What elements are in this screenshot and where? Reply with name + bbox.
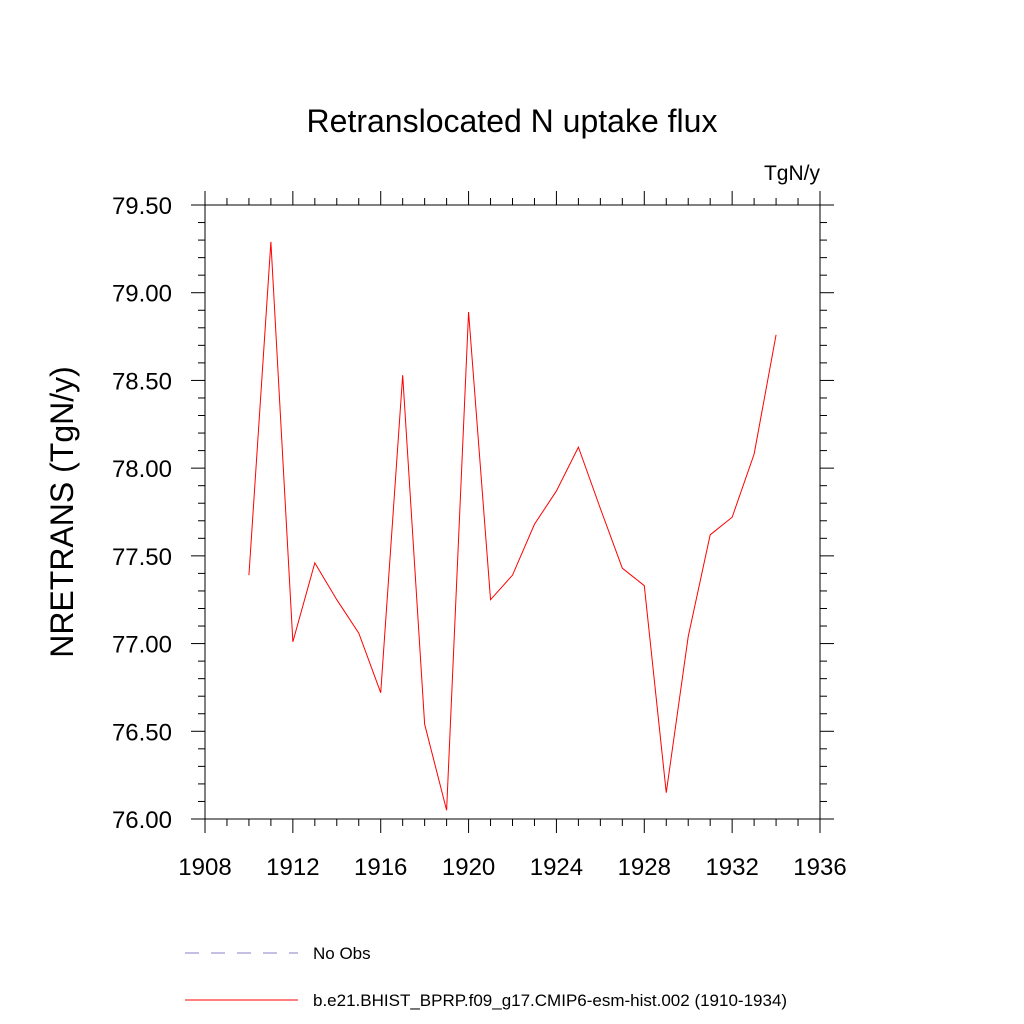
y-tick-label: 76.50 xyxy=(112,719,172,746)
y-axis-label: NRETRANS (TgN/y) xyxy=(44,366,80,658)
series-lines xyxy=(248,241,777,811)
x-tick-label: 1912 xyxy=(266,854,319,881)
x-tick-label: 1928 xyxy=(618,854,671,881)
y-tick-label: 79.00 xyxy=(112,281,172,308)
legend: No Obs b.e21.BHIST_BPRP.f09_g17.CMIP6-es… xyxy=(185,944,787,1010)
y-tick-label: 77.00 xyxy=(112,632,172,659)
x-tick-label: 1932 xyxy=(705,854,758,881)
chart-title: Retranslocated N uptake flux xyxy=(307,103,718,139)
units-label: TgN/y xyxy=(764,162,821,185)
plot-frame xyxy=(204,204,821,820)
x-tick-labels: 1908 1912 1916 1920 1924 1928 1932 1936 xyxy=(178,854,846,881)
y-tick-label: 76.00 xyxy=(112,807,172,834)
axis-ticks xyxy=(191,191,834,833)
legend-label-model: b.e21.BHIST_BPRP.f09_g17.CMIP6-esm-hist.… xyxy=(313,991,787,1010)
y-tick-label: 78.50 xyxy=(112,368,172,395)
y-tick-label: 79.50 xyxy=(112,193,172,220)
x-tick-label: 1924 xyxy=(530,854,583,881)
series-line-0 xyxy=(248,241,777,811)
y-tick-labels: 76.00 76.50 77.00 77.50 78.00 78.50 79.00 79.50 xyxy=(112,193,172,834)
x-tick-label: 1936 xyxy=(793,854,846,881)
x-tick-label: 1920 xyxy=(442,854,495,881)
y-tick-label: 78.00 xyxy=(112,456,172,483)
x-tick-label: 1908 xyxy=(178,854,231,881)
legend-label-no-obs: No Obs xyxy=(313,944,371,963)
y-tick-label: 77.50 xyxy=(112,544,172,571)
x-tick-label: 1916 xyxy=(354,854,407,881)
